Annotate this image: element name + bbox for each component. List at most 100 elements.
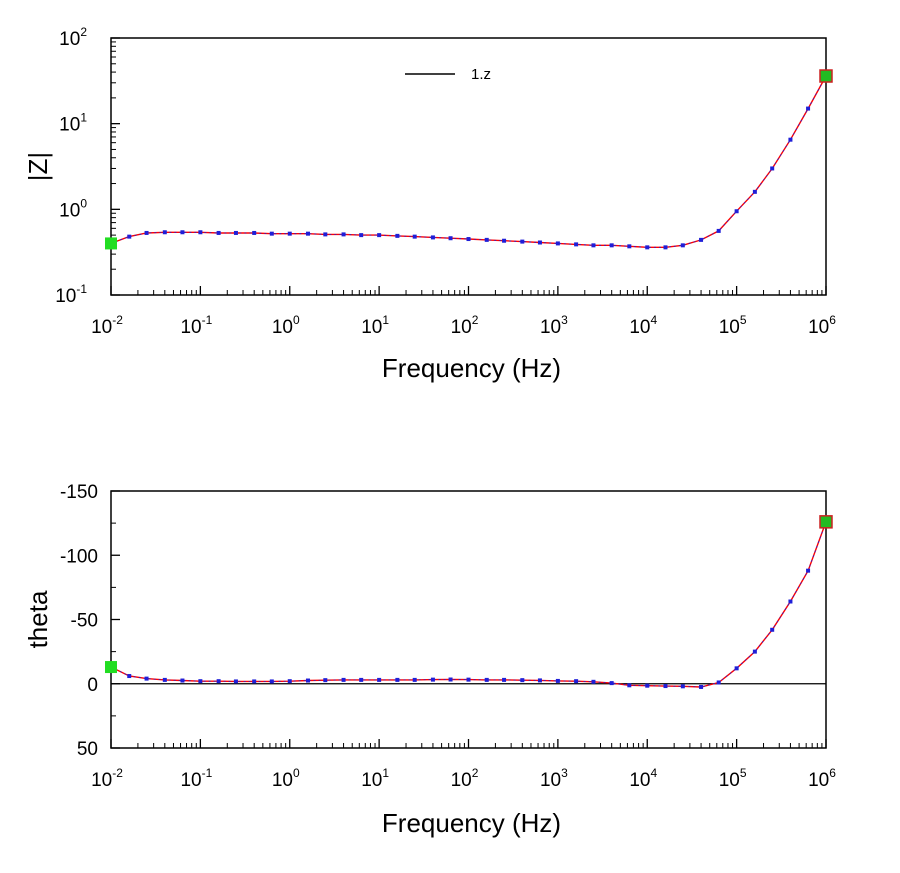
data-point [162,677,167,682]
x-tick-label: 105 [719,766,747,791]
x-axis-title: Frequency (Hz) [382,808,561,838]
fit-line [110,521,827,688]
y-tick-label: -100 [60,546,98,567]
data-point [627,683,632,688]
plot-frame [110,490,827,749]
cursor-marker [819,515,833,529]
x-tick-label: 10-1 [180,313,212,338]
x-tick-label: 106 [808,313,836,338]
data-point [323,232,328,237]
x-tick-label: 101 [361,766,389,791]
data-point [591,243,596,248]
y-tick-label: 50 [77,739,98,760]
data-point [484,677,489,682]
data-point [484,237,489,242]
data-point [716,228,721,233]
data-point [180,230,185,235]
data-point [127,234,132,239]
data-point [466,237,471,242]
data-point [448,236,453,241]
data-point [412,234,417,239]
x-tick-label: 104 [629,313,657,338]
data-point [734,666,739,671]
data-point [180,678,185,683]
y-tick-label: 10-1 [55,282,87,307]
data-point [537,240,542,245]
x-tick-label: 106 [808,766,836,791]
data-point [323,678,328,683]
data-point [269,231,274,236]
data-point [305,231,310,236]
data-point [377,677,382,682]
data-point [680,243,685,248]
data-point [341,232,346,237]
data-point [198,679,203,684]
y-tick-label: 102 [59,25,87,50]
data-point [663,684,668,689]
chart-panel-2: 10-2 10-1 100 101 102 103 104 105 106 Frequency (… [23,482,836,838]
data-point [555,678,560,683]
data-point [502,677,507,682]
x-tick-label: 100 [272,766,300,791]
data-point [680,684,685,689]
data-point [752,649,757,654]
data-point [788,137,793,142]
data-point [502,238,507,243]
data-point [216,230,221,235]
data-point [269,679,274,684]
data-point [645,683,650,688]
data-point [609,681,614,686]
data-point [395,233,400,238]
data-point [359,677,364,682]
data-point [144,676,149,681]
x-tick-label: 103 [540,766,568,791]
data-point [752,189,757,194]
legend-label: 1.z [471,66,491,83]
data-point [663,245,668,250]
data-point [537,678,542,683]
x-tick-label: 102 [451,766,479,791]
data-point [699,237,704,242]
x-tick-label: 101 [361,313,389,338]
data-point [591,679,596,684]
data-point [305,678,310,683]
data-point [806,106,811,111]
data-point [555,241,560,246]
data-point [574,242,579,247]
data-point [412,677,417,682]
data-point [520,239,525,244]
data-point [448,677,453,682]
cursor-marker [105,237,117,250]
cursor-marker [105,661,117,674]
x-tick-label: 10-2 [91,313,123,338]
x-tick-label: 104 [629,766,657,791]
x-axis-title: Frequency (Hz) [382,353,561,383]
data-point [574,679,579,684]
x-tick-label: 105 [719,313,747,338]
y-axis-title: theta [23,590,53,648]
data-point [287,231,292,236]
data-point [216,679,221,684]
data-point [395,677,400,682]
data-point [466,677,471,682]
x-tick-label: 10-2 [91,766,123,791]
data-point [806,568,811,573]
y-tick-label: 100 [59,196,87,221]
y-tick-label: 101 [59,111,87,136]
y-tick-label: 0 [87,675,98,696]
data-point [627,244,632,249]
data-point [609,243,614,248]
data-point [788,599,793,604]
x-tick-label: 103 [540,313,568,338]
data-point [734,209,739,214]
y-tick-label: -150 [60,482,98,503]
data-point [520,678,525,683]
data-point [144,230,149,235]
y-tick-label: -50 [71,611,98,632]
data-point [359,233,364,238]
data-line [110,75,827,248]
data-point [770,166,775,171]
data-point [430,677,435,682]
